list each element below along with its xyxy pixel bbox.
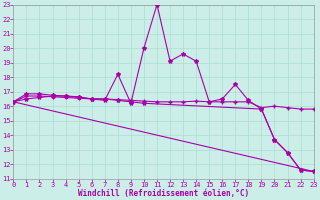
X-axis label: Windchill (Refroidissement éolien,°C): Windchill (Refroidissement éolien,°C) (78, 189, 249, 198)
